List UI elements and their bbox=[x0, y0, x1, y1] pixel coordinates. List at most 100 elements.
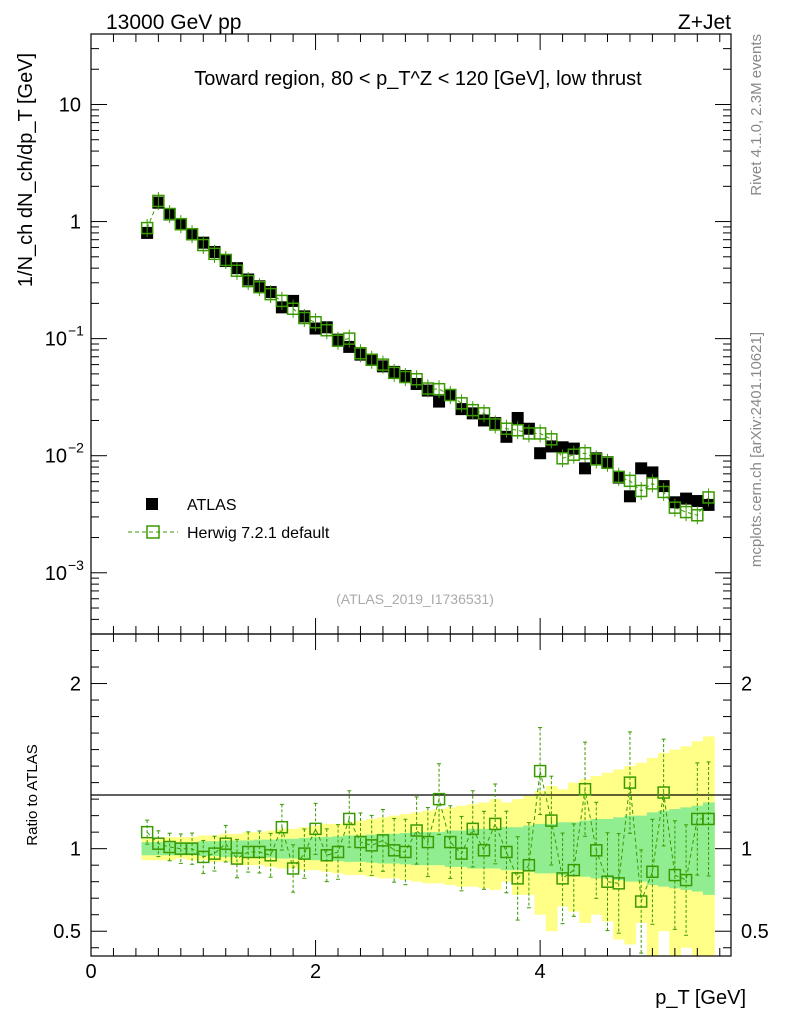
atlas-point bbox=[579, 462, 592, 475]
ratio-band-inner bbox=[141, 842, 154, 856]
y-tick-exponent: −2 bbox=[68, 440, 84, 456]
herwig-point bbox=[545, 433, 558, 446]
ratio-band-inner bbox=[366, 834, 378, 863]
ratio-point bbox=[567, 863, 581, 877]
ratio-band-inner bbox=[534, 823, 547, 874]
ratio-point bbox=[511, 872, 524, 885]
atlas-point bbox=[534, 447, 547, 460]
herwig-point bbox=[444, 388, 457, 402]
ratio-point bbox=[679, 873, 693, 887]
ratio-axis-ticks: 0.5 0.5 1 1 2 2 0 2 4 bbox=[53, 634, 769, 983]
ratio-point bbox=[556, 872, 569, 885]
ratio-band-inner bbox=[568, 822, 581, 876]
ratio-point bbox=[500, 845, 513, 859]
herwig-line bbox=[146, 199, 709, 516]
herwig-point bbox=[309, 316, 322, 329]
ratio-band-inner bbox=[276, 838, 289, 859]
herwig-point bbox=[264, 287, 277, 301]
atlas-point bbox=[556, 441, 569, 454]
herwig-point bbox=[230, 264, 244, 278]
ratio-point bbox=[140, 825, 154, 839]
legend-atlas-marker bbox=[146, 498, 158, 510]
ratio-band-inner bbox=[197, 841, 210, 857]
main-title: Toward region, 80 < p_T^Z < 120 [GeV], l… bbox=[194, 68, 642, 90]
herwig-point bbox=[601, 456, 614, 470]
y-tick-label: 10 bbox=[45, 446, 67, 468]
ratio-point bbox=[432, 792, 446, 806]
ratio-band-inner bbox=[489, 828, 502, 869]
rivet-label: Rivet 4.1.0, 2.3M events bbox=[748, 34, 765, 196]
herwig-point bbox=[320, 323, 334, 337]
main-frame bbox=[90, 33, 732, 635]
ratio-point bbox=[298, 847, 311, 860]
ratio-point bbox=[612, 877, 625, 890]
watermark: (ATLAS_2019_I1736531) bbox=[336, 591, 494, 607]
herwig-point bbox=[253, 280, 266, 294]
ratio-point bbox=[286, 862, 300, 875]
ratio-band-inner bbox=[377, 833, 390, 864]
ratio-y-tick-label: 0.5 bbox=[53, 921, 81, 943]
y-tick-label: 1 bbox=[70, 212, 81, 234]
herwig-point bbox=[455, 397, 468, 410]
header-left: 13000 GeV pp bbox=[106, 11, 241, 34]
ratio-point bbox=[623, 776, 637, 789]
herwig-point bbox=[376, 358, 390, 371]
x-tick-label: 0 bbox=[85, 961, 96, 983]
herwig-point bbox=[140, 221, 154, 235]
ratio-line bbox=[146, 770, 709, 902]
herwig-point bbox=[634, 484, 648, 498]
ratio-point bbox=[634, 895, 648, 908]
ratio-point bbox=[533, 764, 547, 778]
ratio-point bbox=[522, 858, 536, 872]
y-tick-label: 10 bbox=[59, 94, 81, 116]
herwig-point bbox=[219, 253, 232, 267]
atlas-point bbox=[623, 490, 636, 503]
ratio-point bbox=[455, 847, 468, 860]
ratio-point bbox=[444, 835, 457, 849]
ratio-band-inner bbox=[624, 815, 637, 882]
ratio-y-tick-label: 1 bbox=[70, 839, 81, 861]
herwig-point bbox=[163, 207, 176, 221]
ratio-y-tick-label-right: 2 bbox=[741, 674, 752, 696]
ratio-point bbox=[466, 822, 480, 836]
ratio-point bbox=[331, 845, 345, 859]
herwig-point bbox=[185, 227, 199, 241]
atlas-point bbox=[635, 462, 648, 475]
ratio-point bbox=[309, 822, 322, 836]
ratio-point bbox=[264, 849, 277, 862]
ratio-point bbox=[208, 847, 221, 860]
ratio-band-inner bbox=[680, 807, 693, 890]
ratio-point bbox=[578, 782, 592, 796]
ratio-points bbox=[140, 727, 715, 954]
ratio-point bbox=[488, 817, 502, 831]
ratio-point bbox=[545, 814, 558, 827]
ratio-point bbox=[477, 844, 491, 857]
atlas-point bbox=[646, 466, 659, 479]
main-ylabel: 1/N_ch dN_ch/dp_T [GeV] bbox=[15, 53, 37, 287]
herwig-point bbox=[657, 485, 670, 499]
herwig-point bbox=[691, 509, 704, 522]
ratio-point bbox=[421, 835, 435, 849]
ratio-point bbox=[219, 837, 232, 850]
herwig-point bbox=[197, 238, 210, 252]
ratio-band-inner bbox=[332, 836, 345, 862]
ratio-point bbox=[275, 820, 289, 834]
legend: ATLAS Herwig 7.2.1 default bbox=[128, 497, 330, 542]
herwig-point bbox=[477, 407, 491, 420]
ratio-y-tick-label-right: 1 bbox=[741, 839, 752, 861]
atlas-point bbox=[433, 395, 446, 408]
legend-atlas-label: ATLAS bbox=[187, 497, 237, 514]
ratio-band-inner bbox=[231, 840, 244, 857]
ratio-band-inner bbox=[175, 842, 188, 856]
y-tick-label: 10 bbox=[45, 563, 67, 585]
ratio-point bbox=[657, 786, 670, 799]
x-tick-label: 2 bbox=[310, 961, 321, 983]
ratio-band-inner bbox=[635, 815, 648, 882]
ratio-band-inner bbox=[399, 832, 412, 865]
ratio-band-inner bbox=[433, 832, 446, 866]
header-right: Z+Jet bbox=[678, 11, 731, 34]
ratio-point bbox=[410, 824, 423, 837]
atlas-point bbox=[511, 411, 524, 424]
ratio-point bbox=[646, 865, 659, 879]
